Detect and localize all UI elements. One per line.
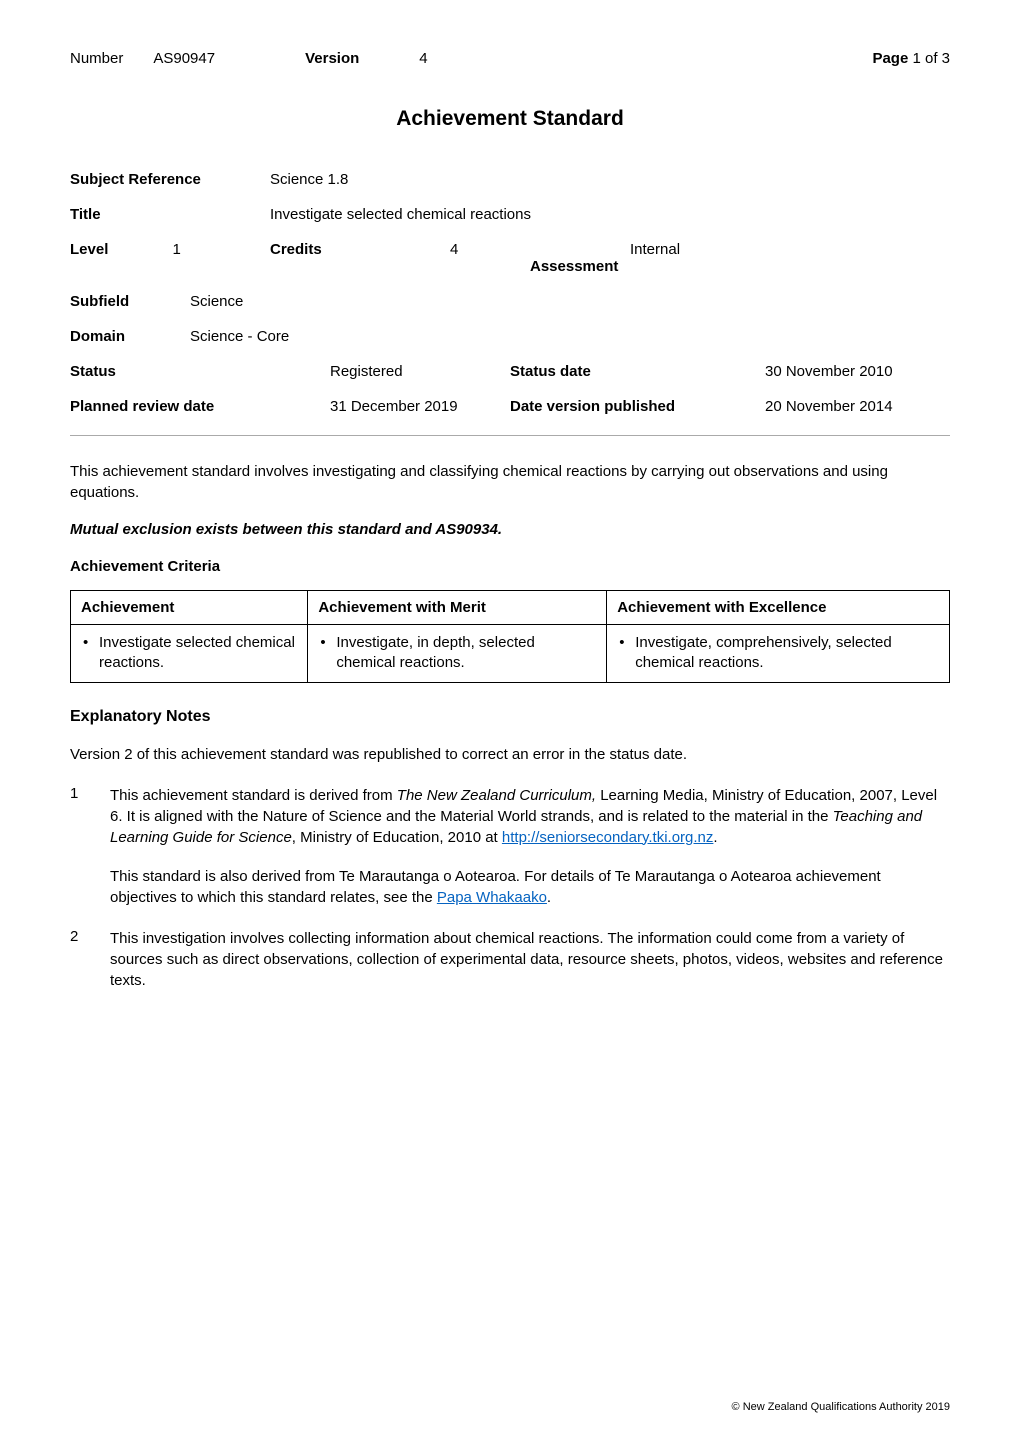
title-value: Investigate selected chemical reactions — [270, 206, 950, 223]
review-label: Planned review date — [70, 398, 214, 415]
number-value: AS90947 — [153, 50, 215, 67]
number-label: Number — [70, 50, 123, 67]
note-2: 2 This investigation involves collecting… — [70, 928, 950, 991]
merit-item: Investigate, in depth, selected chemical… — [318, 633, 596, 674]
criteria-table: Achievement Achievement with Merit Achie… — [70, 590, 950, 683]
footer-copyright: © New Zealand Qualifications Authority 2… — [732, 1401, 950, 1413]
subject-ref-label: Subject Reference — [70, 171, 270, 188]
note-number: 1 — [70, 785, 110, 908]
level-value: 1 — [173, 241, 181, 258]
domain-label: Domain — [70, 328, 190, 345]
title-label: Title — [70, 206, 270, 223]
credits-value: 4 — [450, 241, 458, 258]
page-indicator: Page 1 of 3 — [872, 50, 950, 67]
page-title: Achievement Standard — [70, 107, 950, 131]
table-header-row: Achievement Achievement with Merit Achie… — [71, 591, 950, 625]
note-2-p1: This investigation involves collecting i… — [110, 928, 950, 991]
exclusion-note: Mutual exclusion exists between this sta… — [70, 521, 950, 538]
status-value: Registered — [330, 363, 403, 380]
domain-value: Science - Core — [190, 328, 950, 345]
explanatory-intro: Version 2 of this achievement standard w… — [70, 744, 950, 765]
note-content: This achievement standard is derived fro… — [110, 785, 950, 908]
review-row: Planned review date 31 December 2019 Dat… — [70, 398, 950, 415]
table-row: Investigate selected chemical reactions.… — [71, 625, 950, 683]
level-label: Level — [70, 241, 108, 258]
note-content: This investigation involves collecting i… — [110, 928, 950, 991]
review-value: 31 December 2019 — [330, 398, 458, 415]
credits-label: Credits — [270, 241, 322, 258]
note-1-p1: This achievement standard is derived fro… — [110, 785, 950, 848]
header-left: Number AS90947 Version 4 — [70, 50, 428, 67]
published-label: Date version published — [510, 398, 675, 415]
note-1: 1 This achievement standard is derived f… — [70, 785, 950, 908]
cell-merit: Investigate, in depth, selected chemical… — [308, 625, 607, 683]
subfield-label: Subfield — [70, 293, 190, 310]
papa-whakaako-link[interactable]: Papa Whakaako — [437, 889, 547, 906]
note-number: 2 — [70, 928, 110, 991]
intro-paragraph: This achievement standard involves inves… — [70, 461, 950, 503]
subfield-value: Science — [190, 293, 950, 310]
cell-achievement: Investigate selected chemical reactions. — [71, 625, 308, 683]
title-row: Title Investigate selected chemical reac… — [70, 206, 950, 223]
level-credits-assessment-row: Level 1 Credits 4 Assessment Internal — [70, 241, 950, 275]
explanatory-heading: Explanatory Notes — [70, 708, 950, 726]
tki-link[interactable]: http://seniorsecondary.tki.org.nz — [502, 829, 714, 846]
version-value: 4 — [419, 50, 427, 67]
status-date-label: Status date — [510, 363, 591, 380]
assessment-label: Assessment — [530, 258, 618, 275]
subject-ref-value: Science 1.8 — [270, 171, 950, 188]
page-label: Page — [872, 50, 908, 67]
achievement-item: Investigate selected chemical reactions. — [81, 633, 297, 674]
subject-reference-row: Subject Reference Science 1.8 — [70, 171, 950, 188]
version-label: Version — [305, 50, 359, 67]
domain-row: Domain Science - Core — [70, 328, 950, 345]
divider — [70, 435, 950, 436]
status-label: Status — [70, 363, 116, 380]
published-value: 20 November 2014 — [765, 398, 893, 415]
status-date-value: 30 November 2010 — [765, 363, 893, 380]
cell-excellence: Investigate, comprehensively, selected c… — [607, 625, 950, 683]
page-value: 1 of 3 — [912, 50, 950, 67]
col-achievement: Achievement — [71, 591, 308, 625]
criteria-heading: Achievement Criteria — [70, 558, 950, 575]
header-row: Number AS90947 Version 4 Page 1 of 3 — [70, 50, 950, 67]
col-excellence: Achievement with Excellence — [607, 591, 950, 625]
assessment-value: Internal — [630, 241, 680, 258]
col-merit: Achievement with Merit — [308, 591, 607, 625]
subfield-row: Subfield Science — [70, 293, 950, 310]
excellence-item: Investigate, comprehensively, selected c… — [617, 633, 939, 674]
note-1-p2: This standard is also derived from Te Ma… — [110, 866, 950, 908]
status-row: Status Registered Status date 30 Novembe… — [70, 363, 950, 380]
